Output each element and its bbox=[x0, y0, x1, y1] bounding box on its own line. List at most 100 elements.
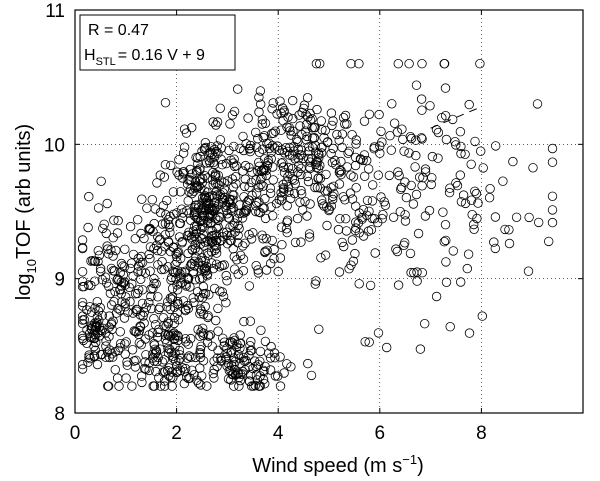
scatter-point bbox=[192, 234, 202, 245]
scatter-point bbox=[213, 345, 223, 356]
scatter-point bbox=[238, 166, 248, 176]
scatter-point bbox=[396, 182, 407, 193]
scatter-point bbox=[328, 143, 338, 154]
scatter-point bbox=[247, 167, 257, 177]
scatter-point bbox=[415, 344, 426, 354]
scatter-point bbox=[368, 180, 378, 190]
y-tick-label: 8 bbox=[54, 404, 65, 425]
scatter-point bbox=[215, 212, 225, 223]
scatter-point bbox=[456, 197, 467, 207]
scatter-point bbox=[224, 145, 234, 156]
scatter-point bbox=[476, 146, 486, 156]
scatter-point bbox=[335, 213, 345, 224]
scatter-point bbox=[227, 174, 238, 184]
scatter-point bbox=[350, 152, 361, 163]
scatter-point bbox=[265, 353, 276, 363]
scatter-point bbox=[199, 186, 210, 196]
scatter-point bbox=[140, 268, 151, 278]
scatter-point bbox=[297, 205, 308, 215]
scatter-point bbox=[198, 309, 209, 320]
scatter-point bbox=[255, 356, 265, 367]
scatter-point bbox=[103, 381, 113, 391]
scatter-point bbox=[175, 253, 186, 264]
scatter-point bbox=[255, 207, 265, 218]
scatter-point bbox=[245, 143, 255, 154]
scatter-point bbox=[206, 142, 216, 152]
scatter-point bbox=[244, 281, 255, 291]
scatter-point bbox=[279, 148, 290, 158]
scatter-point bbox=[221, 158, 232, 169]
scatter-point bbox=[439, 59, 450, 69]
scatter-point bbox=[235, 338, 246, 348]
scatter-point bbox=[151, 366, 161, 377]
scatter-point bbox=[269, 254, 279, 264]
scatter-point bbox=[281, 177, 292, 187]
scatter-point bbox=[183, 196, 193, 206]
scatter-point bbox=[172, 266, 183, 276]
fit-equation-label: HSTL = 0.16 V + 9 bbox=[84, 47, 205, 68]
y-axis-title: log10TOF (arb units) bbox=[13, 124, 39, 300]
scatter-point bbox=[547, 143, 558, 154]
r-value-label: R = 0.47 bbox=[88, 22, 149, 39]
scatter-point bbox=[331, 160, 341, 170]
scatter-point bbox=[92, 297, 103, 307]
scatter-point bbox=[77, 243, 88, 254]
scatter-point bbox=[145, 253, 155, 264]
scatter-point bbox=[152, 178, 162, 188]
scatter-point bbox=[163, 343, 173, 354]
scatter-point bbox=[420, 319, 430, 329]
scatter-point bbox=[257, 114, 268, 125]
scatter-point bbox=[211, 120, 221, 130]
scatter-point bbox=[202, 381, 212, 391]
scatter-point bbox=[77, 276, 88, 287]
scatter-point bbox=[547, 157, 558, 167]
scatter-point bbox=[79, 281, 89, 292]
scatter-point bbox=[222, 361, 232, 371]
scatter-point bbox=[317, 195, 327, 205]
scatter-point bbox=[167, 381, 177, 391]
scatter-point bbox=[293, 137, 303, 147]
scatter-point bbox=[306, 370, 317, 381]
scatter-point bbox=[144, 297, 154, 308]
scatter-point bbox=[213, 148, 223, 158]
scatter-point bbox=[177, 238, 187, 248]
scatter-point bbox=[400, 216, 411, 226]
scatter-point bbox=[136, 371, 147, 381]
scatter-point bbox=[462, 263, 473, 274]
scatter-point bbox=[303, 358, 313, 369]
scatter-point bbox=[163, 262, 173, 272]
scatter-point bbox=[131, 327, 142, 337]
scatter-point bbox=[84, 352, 94, 362]
scatter-point bbox=[341, 213, 351, 224]
scatter-point bbox=[207, 175, 218, 185]
scatter-point bbox=[471, 188, 482, 199]
scatter-point bbox=[234, 223, 244, 234]
scatter-point bbox=[258, 374, 269, 385]
scatter-point bbox=[158, 200, 169, 211]
scatter-point bbox=[186, 352, 196, 363]
scatter-point bbox=[472, 213, 482, 224]
scatter-point bbox=[251, 206, 261, 217]
scatter-point bbox=[188, 293, 198, 303]
scatter-point bbox=[490, 243, 501, 254]
scatter-point bbox=[184, 351, 194, 361]
scatter-point bbox=[252, 197, 262, 208]
scatter-point bbox=[309, 132, 320, 143]
scatter-point bbox=[260, 336, 271, 347]
scatter-point bbox=[267, 235, 277, 246]
scatter-point bbox=[375, 141, 385, 151]
scatter-point bbox=[338, 112, 349, 123]
scatter-point bbox=[411, 189, 422, 200]
scatter-points bbox=[77, 59, 558, 391]
scatter-point bbox=[271, 198, 282, 209]
scatter-point bbox=[314, 153, 324, 163]
scatter-point bbox=[345, 188, 356, 198]
plot-area bbox=[75, 10, 583, 413]
scatter-point bbox=[173, 315, 184, 325]
scatter-point bbox=[195, 165, 205, 175]
scatter-point bbox=[346, 260, 356, 270]
scatter-point bbox=[275, 352, 285, 362]
scatter-point bbox=[304, 142, 314, 152]
scatter-point bbox=[267, 128, 277, 139]
scatter-point bbox=[250, 127, 261, 138]
